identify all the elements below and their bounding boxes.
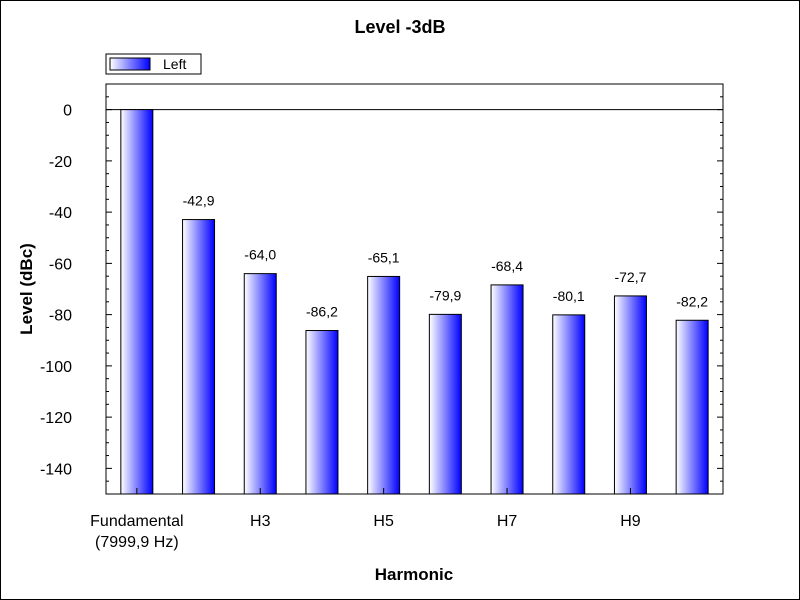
x-tick-label: H7: [497, 513, 518, 530]
x-axis-label: Harmonic: [375, 565, 453, 584]
bar-h3: [243, 273, 277, 495]
bar-h5: [367, 275, 401, 495]
chart-title: Level -3dB: [354, 17, 445, 37]
bar-h4: [305, 330, 339, 495]
legend: Left: [105, 53, 202, 75]
legend-swatch: [109, 57, 151, 71]
y-tick-label: -80: [49, 308, 72, 325]
y-tick-label: -60: [49, 256, 72, 273]
y-tick-label: -120: [40, 410, 72, 427]
x-tick-label: H3: [250, 513, 271, 530]
bar-h8: [552, 314, 586, 495]
data-labels: -42,9 -64,0 -86,2 -65,1 -79,9 -68,4 -80,1 -72,7…: [183, 193, 709, 320]
data-label: -86,2: [306, 304, 338, 320]
bars: [120, 109, 709, 495]
bar-h2: [182, 219, 216, 495]
bar-h9: [613, 295, 647, 495]
x-axis-ticks: Fundamental (7999,9 Hz) H3 H5 H7 H9: [90, 488, 641, 551]
data-label: -72,7: [614, 269, 646, 285]
x-tick-label: H9: [620, 513, 641, 530]
y-tick-label: -20: [49, 154, 72, 171]
bar-h7: [490, 284, 524, 495]
data-label: -82,2: [676, 293, 708, 309]
x-tick-label: H5: [373, 513, 394, 530]
data-label: -80,1: [553, 288, 585, 304]
x-tick-label: (7999,9 Hz): [95, 534, 179, 551]
data-label: -79,9: [429, 287, 461, 303]
y-tick-label: 0: [63, 103, 72, 120]
data-label: -64,0: [244, 247, 276, 263]
bar-h6: [428, 313, 462, 495]
data-label: -68,4: [491, 258, 523, 274]
bar-h10: [675, 319, 709, 495]
y-axis-ticks: 0 -20 -40 -60 -80 -100 -120 -140: [40, 83, 723, 495]
data-label: -42,9: [183, 193, 215, 209]
y-tick-label: -40: [49, 205, 72, 222]
y-axis-label: Level (dBc): [17, 243, 36, 335]
data-label: -65,1: [368, 249, 400, 265]
x-tick-label: Fundamental: [90, 513, 183, 530]
y-tick-label: -140: [40, 461, 72, 478]
bar-fundamental: [120, 109, 154, 495]
legend-label: Left: [163, 56, 186, 72]
y-tick-label: -100: [40, 359, 72, 376]
